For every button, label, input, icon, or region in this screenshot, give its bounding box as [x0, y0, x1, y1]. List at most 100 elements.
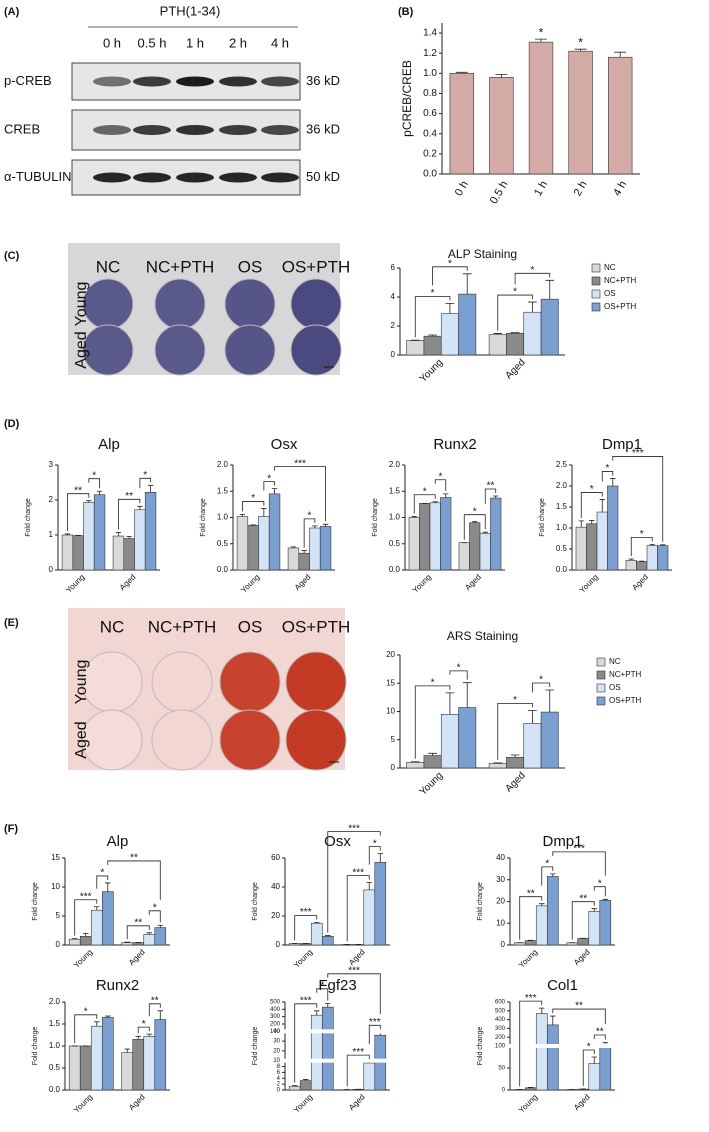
y-tick-label: 20 — [386, 650, 395, 659]
well — [285, 651, 347, 713]
significance-bracket — [601, 471, 614, 482]
y-tick-label: 0.4 — [423, 128, 437, 139]
error-bar — [290, 546, 297, 548]
significance-label: ** — [134, 917, 142, 928]
y-tick-label: 40 — [273, 1029, 280, 1035]
error-bar — [94, 1021, 100, 1027]
y-tick-label: 1.4 — [423, 28, 437, 39]
significance-label: *** — [348, 823, 360, 834]
blot-band — [93, 125, 131, 135]
error-bar — [628, 558, 634, 561]
chart-title: Dmp1 — [542, 833, 582, 850]
legend-swatch — [591, 263, 601, 273]
significance-bracket — [497, 294, 533, 331]
well — [224, 324, 276, 376]
significance-bracket — [327, 973, 381, 1015]
column-label: OS — [238, 617, 263, 636]
bar — [83, 502, 95, 571]
bar — [143, 1036, 156, 1091]
significance-label: * — [308, 511, 312, 522]
bar — [310, 1014, 323, 1091]
error-bar — [550, 873, 556, 877]
well — [151, 651, 213, 713]
y-axis-label: Fold change — [252, 1027, 259, 1066]
significance-label: * — [92, 470, 96, 481]
x-tick-label: Young — [517, 948, 539, 970]
error-bar — [261, 508, 267, 517]
error-bar — [115, 532, 122, 537]
bar — [586, 523, 598, 571]
chart-title: Runx2 — [433, 436, 476, 453]
error-bar — [146, 932, 153, 935]
y-tick-label: 2 — [49, 495, 54, 504]
blot-band — [219, 76, 257, 87]
error-bar — [462, 682, 472, 708]
error-bar — [428, 752, 437, 756]
y-tick-label: 1.0 — [389, 513, 401, 522]
error-bar — [599, 499, 605, 513]
bar — [132, 1039, 145, 1091]
error-bar — [591, 1056, 598, 1064]
error-bar — [493, 495, 499, 499]
error-bar — [71, 938, 78, 940]
significance-label: * — [423, 486, 427, 497]
significance-bracket — [96, 875, 109, 889]
y-axis-label: Fold change — [252, 882, 259, 921]
significance-label: ** — [487, 481, 495, 492]
bar — [458, 707, 477, 769]
bar — [523, 311, 542, 356]
x-tick-label: Young — [418, 770, 446, 798]
bar — [540, 711, 559, 769]
y-tick-label: 40 — [271, 882, 280, 891]
legend-label: OS+PTH — [609, 696, 641, 705]
axis-break — [281, 1029, 390, 1034]
x-tick-label: Young — [292, 1093, 314, 1115]
column-label: OS — [238, 257, 263, 276]
y-tick-label: 10 — [386, 707, 395, 716]
lane-label: 1 h — [186, 35, 204, 50]
significance-bracket — [368, 846, 381, 865]
y-tick-label: 1.5 — [217, 486, 229, 495]
column-label: NC+PTH — [146, 257, 214, 276]
well — [224, 278, 276, 330]
y-tick-label: 0.5 — [217, 539, 229, 548]
bar — [288, 1086, 301, 1091]
significance-bracket — [137, 1026, 150, 1034]
y-tick-label: 300 — [495, 1026, 506, 1032]
bar — [154, 1019, 167, 1091]
bar — [79, 1045, 92, 1091]
error-bar — [314, 1010, 320, 1016]
error-bar — [302, 1079, 309, 1081]
legend-label: OS+PTH — [604, 302, 636, 311]
error-bar — [510, 754, 520, 758]
y-axis-label: Fold change — [32, 1027, 39, 1066]
chart-title: Runx2 — [96, 977, 139, 994]
significance-label: ** — [151, 995, 159, 1006]
bar — [506, 756, 525, 769]
error-bar — [614, 51, 627, 58]
x-tick-label: Aged — [463, 573, 483, 593]
well — [285, 709, 347, 771]
chart-title: Alp — [107, 833, 129, 850]
well — [81, 709, 143, 771]
error-bar — [545, 689, 555, 713]
significance-bracket — [630, 536, 653, 557]
significance-bracket — [484, 488, 497, 504]
legend-label: OS — [609, 683, 621, 692]
legend-swatch — [591, 302, 601, 312]
error-bar — [432, 501, 438, 503]
x-tick-label: Young — [292, 948, 314, 970]
error-bar — [649, 543, 655, 546]
x-tick-label: Young — [418, 357, 446, 385]
significance-label: * — [267, 473, 271, 484]
bar — [524, 940, 537, 946]
bar — [123, 538, 135, 571]
bar — [101, 1017, 114, 1091]
significance-label: * — [373, 838, 377, 849]
bar — [607, 485, 619, 571]
bar — [429, 502, 441, 571]
x-tick-label: Aged — [503, 770, 527, 794]
significance-label: * — [606, 463, 610, 474]
bar — [79, 935, 92, 946]
